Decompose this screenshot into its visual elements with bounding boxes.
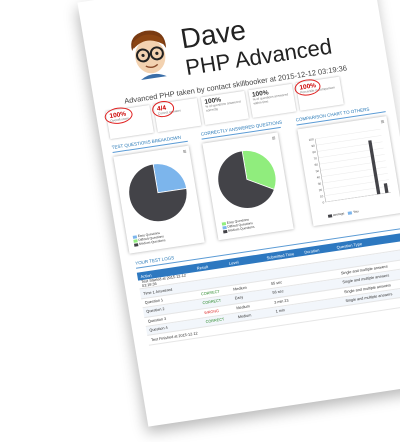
correct-pie-chart <box>217 150 277 209</box>
y-tick-label: 90 <box>311 144 315 148</box>
stat-percentile: 100% Percentile in comparison <box>293 76 344 111</box>
chart-menu-icon[interactable]: ≡ <box>271 135 277 143</box>
highlight-ring <box>103 105 134 126</box>
gridline <box>324 185 390 196</box>
table-cell <box>268 260 306 266</box>
correct-legend: Easy Questions Difficult Questions Mediu… <box>221 217 255 234</box>
table-cell <box>307 264 339 269</box>
y-tick-label: 30 <box>317 181 321 185</box>
y-tick-label: 10 <box>320 194 324 198</box>
table-cell <box>309 274 341 279</box>
legend-label: You <box>352 209 359 215</box>
highlight-ring <box>293 77 322 98</box>
table-cell <box>230 265 268 271</box>
stat-correct-pct: 100% % of questions answered correctly <box>200 90 249 125</box>
comparison-legend: average You <box>327 209 359 218</box>
y-tick-label: 70 <box>313 156 317 160</box>
breakdown-chart-panel: ≡ Easy Questions Difficult Questions Med… <box>113 145 205 254</box>
table-cell <box>313 301 345 306</box>
legend-label: average <box>332 211 345 218</box>
y-tick-label: 20 <box>319 188 323 192</box>
y-tick-label: 0 <box>322 200 325 204</box>
table-cell <box>240 321 278 327</box>
table-cell <box>269 269 307 275</box>
y-tick-label: 40 <box>316 175 320 179</box>
y-tick-label: 50 <box>315 169 319 173</box>
correct-chart-panel: ≡ Easy Questions Difficult Questions Med… <box>202 132 294 241</box>
table-cell <box>232 275 270 281</box>
avatar <box>131 30 167 80</box>
correct-pie-slice <box>217 150 275 209</box>
table-cell <box>200 280 232 285</box>
correct-pie-slice <box>241 150 277 190</box>
report-sheet: Dave PHP Advanced Advanced PHP taken by … <box>77 0 400 427</box>
gridline <box>325 192 392 203</box>
stat-correct: 4/4 Correct answers <box>150 97 202 133</box>
comparison-bar <box>383 183 389 194</box>
y-tick-label: 80 <box>312 150 316 154</box>
table-cell <box>312 292 344 297</box>
stat-time-pct: 100% % of questions answered within time <box>248 83 297 118</box>
gridline <box>315 128 381 140</box>
breakdown-pie-slice <box>152 163 188 194</box>
table-cell <box>207 327 239 332</box>
table-cell <box>315 311 347 316</box>
highlight-ring <box>150 99 176 119</box>
gridline <box>316 135 382 146</box>
table-cell <box>277 315 315 321</box>
table-cell <box>306 255 338 260</box>
table-cell <box>198 271 230 276</box>
stat-overall: 100% Overall score <box>103 105 154 140</box>
breakdown-legend: Easy Questions Difficult Questions Mediu… <box>132 230 166 247</box>
y-tick-label: 60 <box>314 163 318 167</box>
comparison-chart-panel: ≡ 0 10 20 30 40 50 60 70 80 90 100 average You <box>297 116 400 227</box>
comparison-bar <box>368 140 381 195</box>
table-cell <box>310 283 342 288</box>
y-tick-label: 100 <box>308 137 314 142</box>
test-logs-table: Action Result Level Submitted Time Durat… <box>136 232 400 346</box>
comparison-bar-chart: 0 10 20 30 40 50 60 70 80 90 100 <box>308 128 392 205</box>
breakdown-pie-chart <box>128 163 188 223</box>
chart-menu-icon[interactable]: ≡ <box>182 149 188 156</box>
breakdown-pie-slice <box>128 163 188 223</box>
